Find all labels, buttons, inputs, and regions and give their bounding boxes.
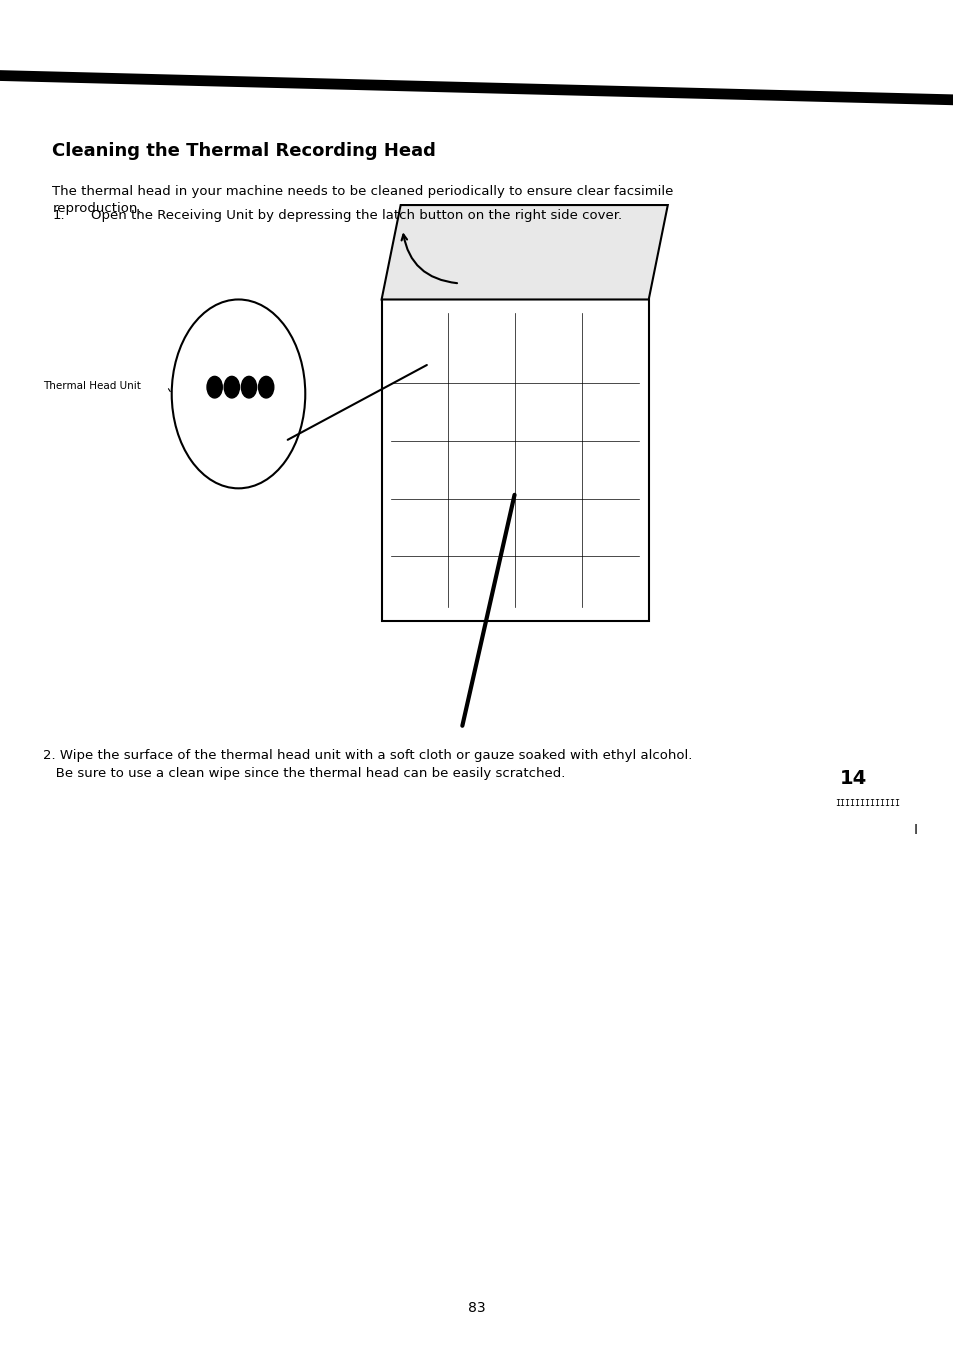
- Circle shape: [207, 376, 222, 398]
- Text: Open the Receiving Unit by depressing the latch button on the right side cover.: Open the Receiving Unit by depressing th…: [91, 209, 621, 223]
- Circle shape: [224, 376, 239, 398]
- FancyBboxPatch shape: [381, 299, 648, 621]
- Circle shape: [172, 299, 305, 488]
- Polygon shape: [0, 70, 953, 105]
- Text: Cleaning the Thermal Recording Head: Cleaning the Thermal Recording Head: [52, 142, 436, 159]
- Text: 14: 14: [839, 769, 866, 788]
- Text: The thermal head in your machine needs to be cleaned periodically to ensure clea: The thermal head in your machine needs t…: [52, 185, 673, 214]
- Text: 2. Wipe the surface of the thermal head unit with a soft cloth or gauze soaked w: 2. Wipe the surface of the thermal head …: [43, 749, 692, 780]
- Text: 83: 83: [468, 1302, 485, 1315]
- Circle shape: [241, 376, 256, 398]
- Text: 1.: 1.: [52, 209, 65, 223]
- Circle shape: [258, 376, 274, 398]
- Text: Thermal Head Unit: Thermal Head Unit: [43, 382, 141, 391]
- Polygon shape: [381, 205, 667, 299]
- Text: IIIIIIIIIIIII: IIIIIIIIIIIII: [834, 799, 899, 808]
- Text: I: I: [913, 823, 917, 836]
